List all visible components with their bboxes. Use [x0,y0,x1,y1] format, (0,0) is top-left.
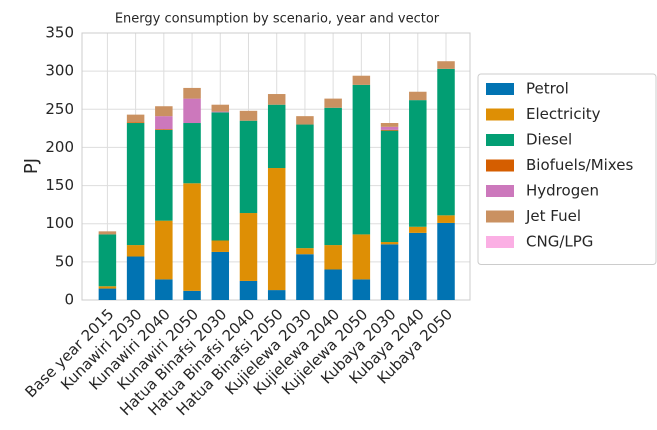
bar-segment [155,220,173,280]
y-tick-label: 0 [64,291,74,309]
chart-title: Energy consumption by scenario, year and… [115,12,440,27]
bar-segment [126,122,145,124]
legend-swatch [486,210,514,223]
bar-segment [155,116,173,130]
y-axis-label: PJ [21,158,42,174]
bar-segment [267,94,286,105]
y-tick-label: 200 [45,138,74,156]
bar-segment [352,84,371,235]
bar-segment [211,240,230,252]
legend-label: Electricity [526,105,601,123]
bar-segment [409,91,427,101]
bar-segment [239,213,258,281]
bar-segment [211,251,230,300]
bar-segment [211,104,230,112]
bar-segment [352,279,371,300]
bar-segment [324,107,342,246]
bar-segment [183,183,201,291]
bar-segment [155,129,173,221]
bar-segment [183,123,201,184]
legend-swatch [486,83,514,95]
bar-segment [126,123,145,246]
bar-segment [183,290,201,300]
bar-segment [380,123,399,127]
bar-segment [239,110,258,121]
bar-segment [155,106,173,117]
bar-segment [324,98,342,108]
bar-segment [183,98,201,124]
bar-segment [126,114,145,123]
legend-swatch [486,159,514,172]
bar-segment [352,75,371,85]
y-tick-label: 50 [55,252,74,270]
y-tick-label: 250 [45,100,74,118]
bar-segment [183,87,201,99]
bar-segment [296,116,314,125]
bar-segment [98,231,117,235]
bar-segment [126,256,145,300]
bar-segment [267,168,286,291]
bar-segment [239,280,258,300]
bar-segment [296,254,314,300]
bar-segment [324,245,342,270]
bar-segment [409,232,427,300]
bar-segment [267,104,286,169]
bar-segment [380,244,399,300]
bar-segment [409,100,427,227]
bar-segment [437,215,455,223]
bar-segment [380,242,399,245]
legend-label: Hydrogen [526,182,599,200]
legend-label: CNG/LPG [526,233,593,251]
legend-label: Petrol [526,80,569,98]
bar-segment [155,129,173,130]
bar-segment [324,269,342,300]
bar-segment [352,234,371,280]
bar-segment [98,286,117,289]
legend-swatch [486,108,514,121]
legend-label: Biofuels/Mixes [526,156,633,174]
y-tick-label: 350 [45,24,74,42]
bar-segment [437,61,455,69]
y-tick-label: 100 [45,214,74,232]
legend-swatch [486,185,514,197]
bar-segment [98,234,117,287]
y-tick-label: 150 [45,176,74,194]
bar-segment [239,120,258,214]
bar-segment [437,222,455,300]
bar-segment [409,226,427,233]
bar-segment [98,288,117,300]
bar-segment [211,112,230,241]
bar-segment [437,68,455,216]
legend-swatch [486,134,514,146]
legend-label: Diesel [526,131,572,149]
legend-label: Jet Fuel [525,207,581,225]
bar-segment [380,130,399,243]
bar-segment [126,245,145,257]
legend-swatch [486,236,514,248]
bar-segment [380,129,399,131]
bar-segment [267,290,286,300]
bar-segment [296,124,314,249]
bar-segment [211,111,230,113]
legend-box [477,73,657,265]
y-tick-label: 300 [45,62,74,80]
bar-segment [380,126,399,130]
bar-segment [296,248,314,255]
bar-segment [155,279,173,300]
